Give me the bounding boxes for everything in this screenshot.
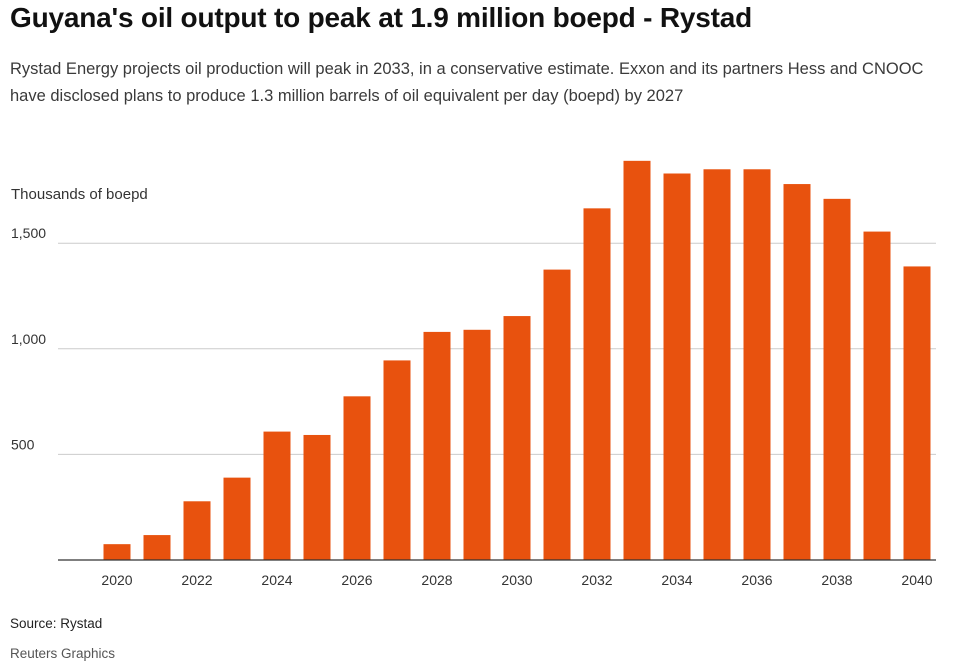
bar-2031 <box>543 269 571 560</box>
y-tick-label: 500 <box>11 436 35 452</box>
credit-note: Reuters Graphics <box>10 646 116 661</box>
bar-2034 <box>663 173 691 560</box>
x-tick-label: 2036 <box>741 572 772 588</box>
x-tick-label: 2026 <box>341 572 372 588</box>
x-tick-label: 2032 <box>581 572 612 588</box>
bars <box>103 160 931 561</box>
x-tick-label: 2034 <box>661 572 692 588</box>
bar-2038 <box>823 198 851 560</box>
x-tick-label: 2030 <box>501 572 532 588</box>
bar-2032 <box>583 208 611 561</box>
bar-2023 <box>223 477 251 560</box>
x-axis: 2020 2022 2024 2026 2028 2030 2032 2034 2036 2038… <box>58 559 936 588</box>
y-tick-label: 1,000 <box>11 331 46 347</box>
bar-2021 <box>143 535 171 560</box>
bar-2029 <box>463 329 491 560</box>
x-tick-label: 2020 <box>101 572 132 588</box>
source-note: Source: Rystad <box>10 616 103 631</box>
x-tick-label: 2040 <box>901 572 932 588</box>
bar-2026 <box>343 396 371 560</box>
y-tick-label: 1,500 <box>11 225 46 241</box>
y-axis-label: Thousands of boepd <box>11 186 148 203</box>
bar-2025 <box>303 434 331 560</box>
chart-subtitle: Rystad Energy projects oil production wi… <box>10 60 924 105</box>
x-tick-label: 2022 <box>181 572 212 588</box>
bar-2037 <box>783 184 811 560</box>
bar-2039 <box>863 231 891 561</box>
bar-2020 <box>103 544 131 560</box>
bar-2027 <box>383 360 411 560</box>
bar-2028 <box>423 331 451 560</box>
x-tick-label: 2028 <box>421 572 452 588</box>
bar-2040 <box>903 266 931 560</box>
bar-2035 <box>703 169 731 560</box>
bar-2024 <box>263 431 291 560</box>
bar-2036 <box>743 169 771 560</box>
bar-2030 <box>503 316 531 560</box>
bar-2033 <box>623 160 651 560</box>
x-tick-label: 2024 <box>261 572 292 588</box>
bar-2022 <box>183 501 211 560</box>
x-tick-label: 2038 <box>821 572 852 588</box>
chart-title: Guyana's oil output to peak at 1.9 milli… <box>10 2 753 33</box>
